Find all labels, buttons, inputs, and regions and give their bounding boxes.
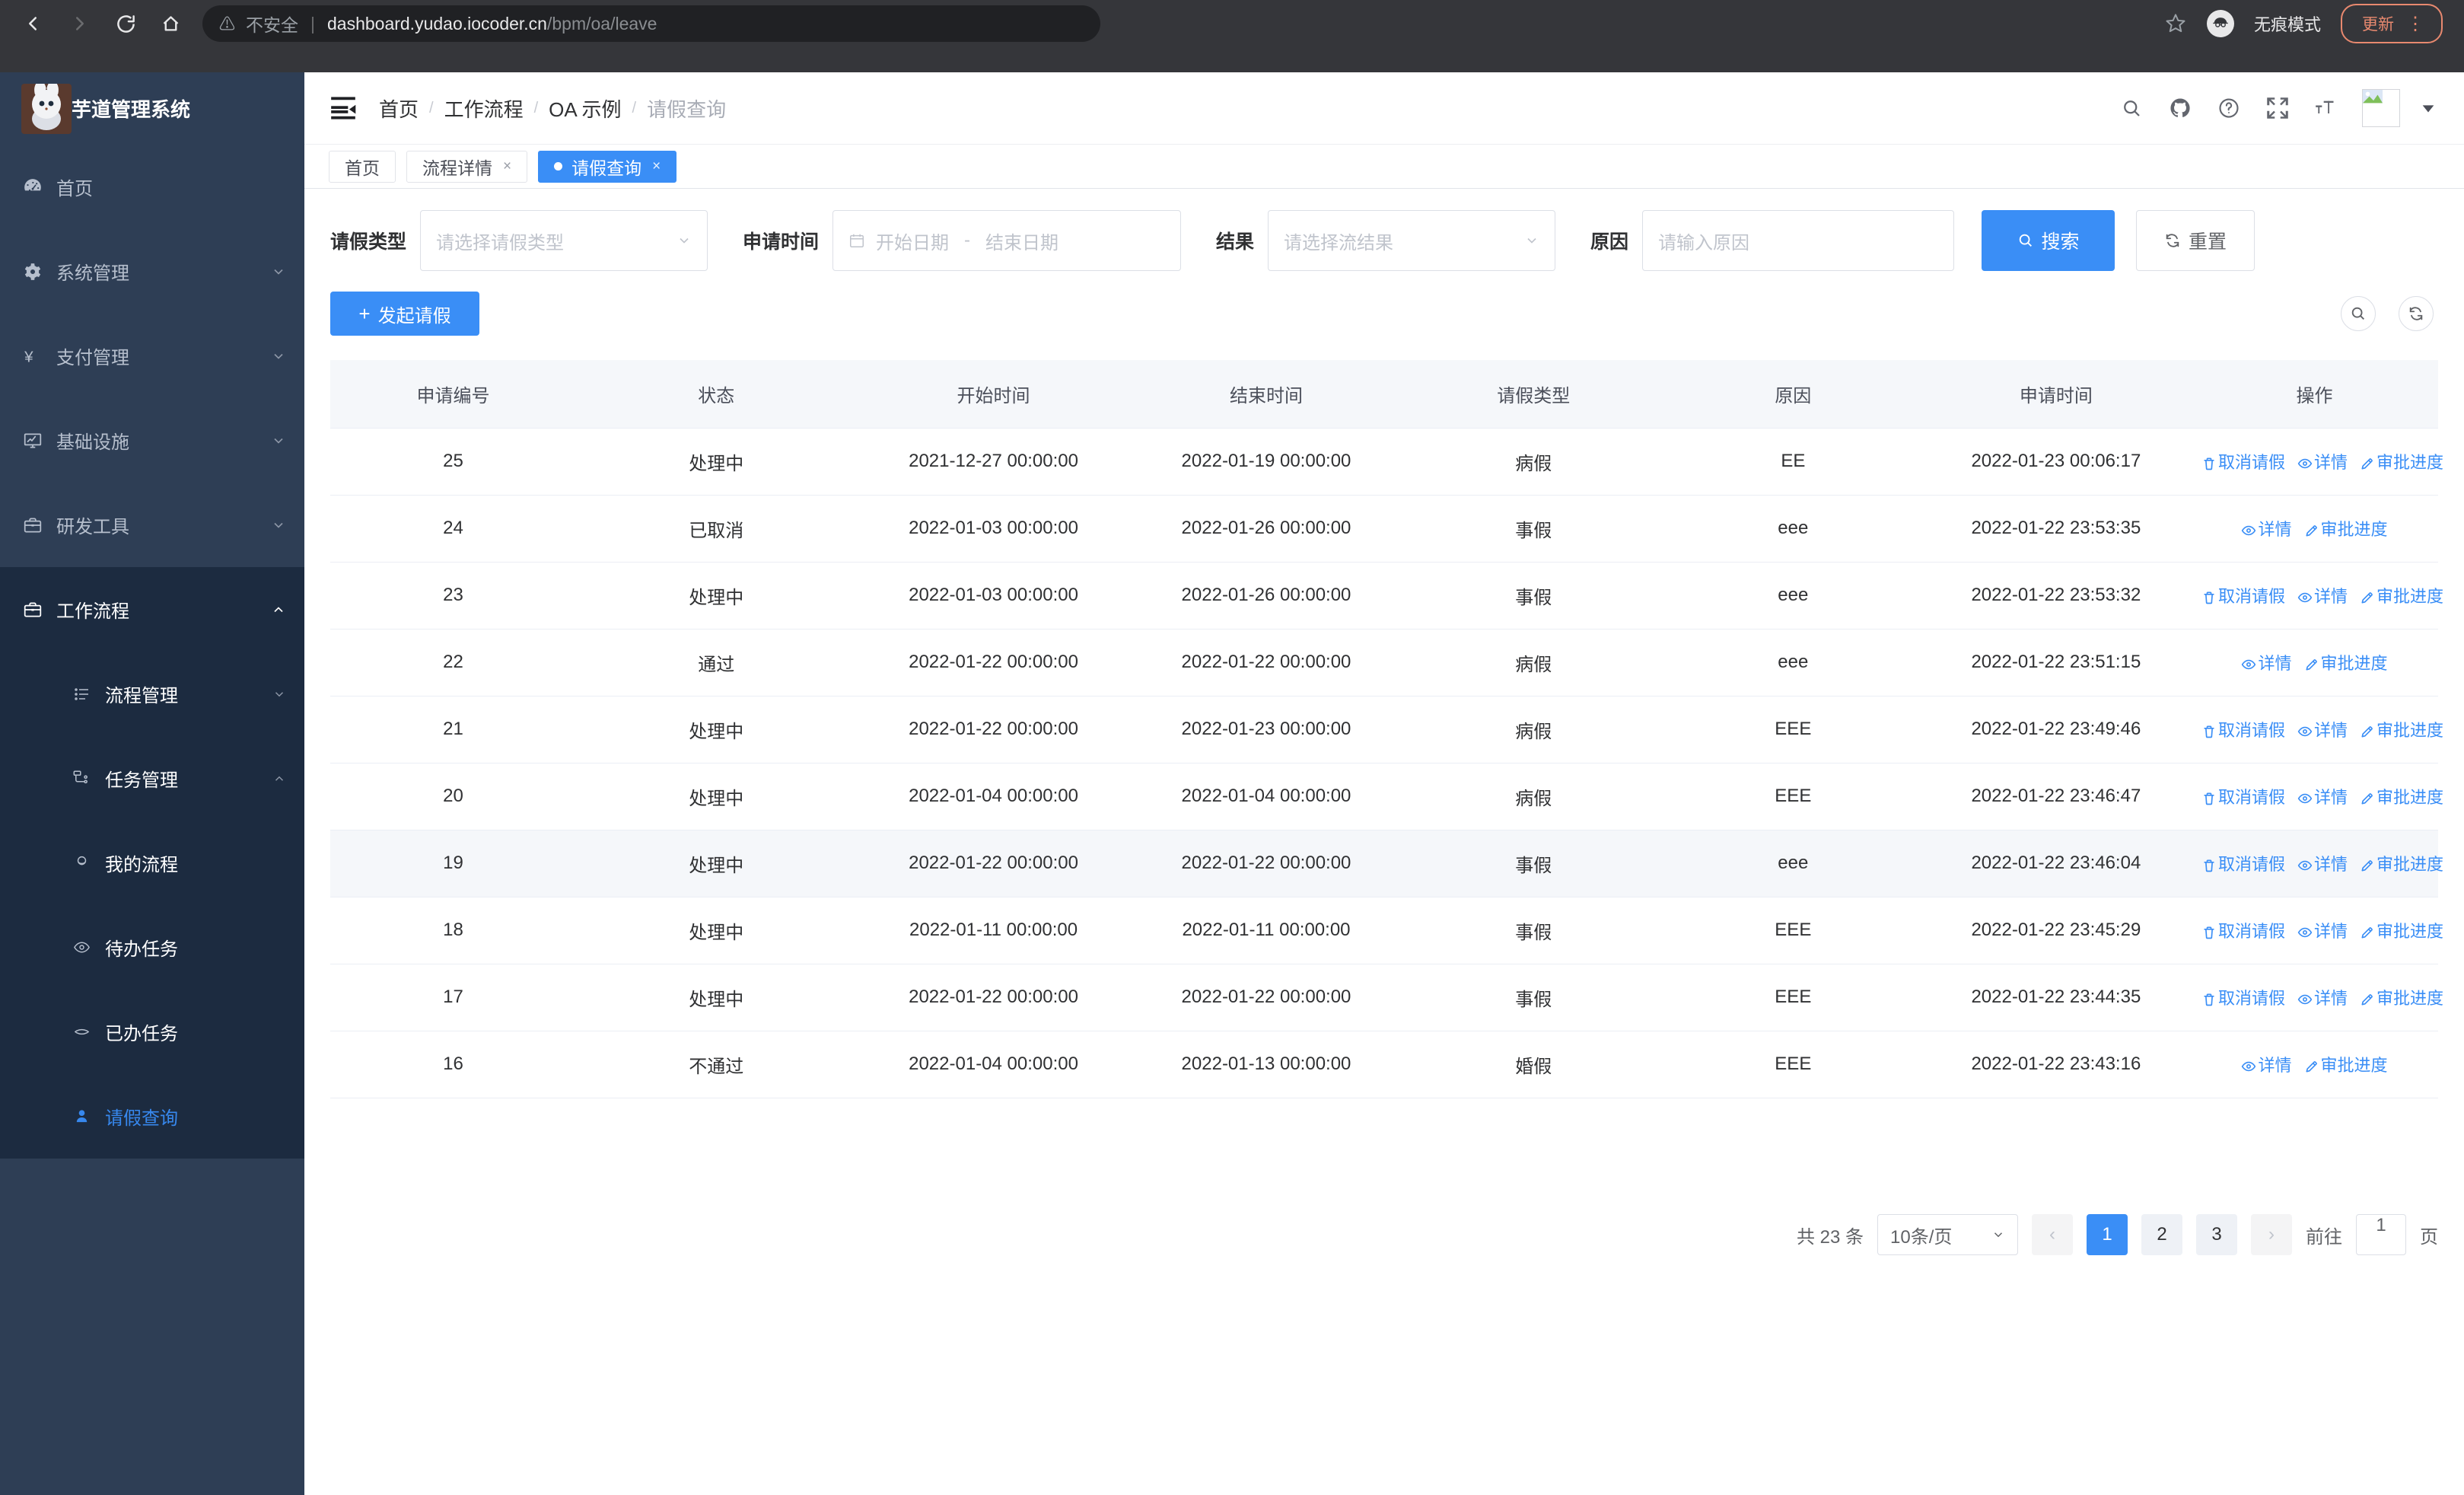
- svg-text:¥: ¥: [24, 348, 33, 365]
